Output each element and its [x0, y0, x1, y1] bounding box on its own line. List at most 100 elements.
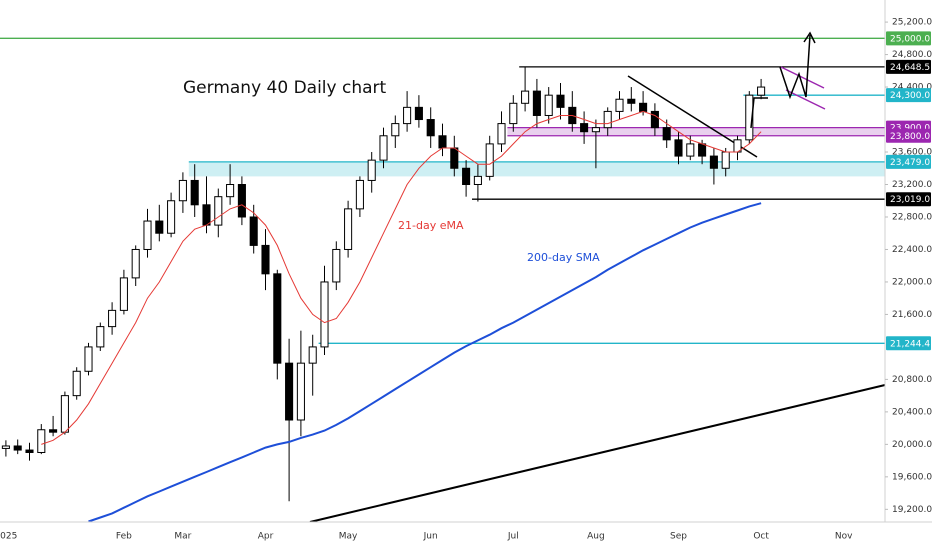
y-tick-label: 23,600.0: [892, 148, 932, 158]
candle-body: [143, 220, 152, 250]
candle-body: [320, 281, 329, 348]
candle-body: [521, 90, 530, 104]
candle-body: [285, 362, 294, 421]
candle-body: [202, 204, 211, 226]
y-tick-label: 19,600.0: [892, 472, 932, 482]
candle-body: [273, 273, 282, 364]
y-tick-label: 22,800.0: [892, 212, 932, 222]
annotation: 21-day eMA: [398, 219, 464, 232]
level-label: 25,000.0: [890, 34, 930, 44]
indicator-lines: [41, 110, 762, 523]
candle-body: [674, 139, 683, 157]
level-label: 23,800.0: [890, 132, 930, 142]
x-tick-label: Apr: [258, 532, 274, 542]
candle-body: [178, 179, 187, 202]
x-axis-panel: [0, 522, 932, 550]
candle-body: [108, 309, 117, 328]
y-tick-label: 20,800.0: [892, 375, 932, 385]
level-label: 24,648.5: [890, 63, 930, 73]
candle-body: [709, 155, 718, 169]
candles: [1, 66, 766, 502]
indicator-line: [88, 202, 762, 523]
candle-body: [344, 208, 353, 250]
channel-line: [785, 89, 826, 110]
candle-body: [308, 346, 317, 364]
candle-body: [485, 143, 494, 177]
candle-body: [249, 216, 258, 246]
chart-title: Germany 40 Daily chart: [183, 78, 387, 98]
candle-body: [367, 159, 376, 181]
y-tick-label: 20,000.0: [892, 440, 932, 450]
candle-body: [414, 106, 423, 121]
level-label-bg: [886, 192, 931, 207]
candle-body: [544, 94, 553, 116]
x-tick-label: Jul: [507, 532, 519, 542]
candle-body: [391, 123, 400, 137]
candle-body: [155, 220, 164, 234]
candle-body: [13, 445, 22, 451]
level-band: [507, 127, 885, 136]
x-tick-label: May: [339, 532, 358, 542]
y-tick-label: 23,200.0: [892, 180, 932, 190]
projection-arrow: [750, 97, 768, 129]
level-band: [188, 161, 886, 177]
candle-body: [60, 395, 69, 433]
level-label: 23,479.0: [890, 158, 930, 168]
x-tick-label: Mar: [174, 532, 191, 542]
candle-body: [462, 167, 471, 186]
candle-body: [745, 94, 754, 141]
candle-body: [167, 200, 176, 234]
level-label-bg: [886, 88, 931, 103]
annotation: 200-day SMA: [527, 251, 600, 264]
candle-body: [72, 370, 81, 397]
arrow-head: [803, 31, 816, 44]
indicator-line: [41, 110, 762, 445]
y-tick-label: 20,400.0: [892, 407, 932, 417]
candle-body: [426, 119, 435, 137]
candle-body: [686, 143, 695, 157]
candle-body: [226, 184, 235, 198]
level-label-bg: [886, 128, 931, 143]
candle-body: [237, 184, 246, 218]
candle-body: [332, 248, 341, 283]
candle-body: [190, 179, 199, 206]
candle-body: [473, 175, 482, 186]
candle-body: [37, 429, 46, 453]
level-label: 23,019.0: [890, 195, 930, 205]
candle-body: [532, 90, 541, 116]
channel-line: [780, 66, 825, 89]
candle-body: [96, 326, 105, 348]
x-tick-label: Nov: [835, 532, 853, 542]
level-label-bg: [886, 31, 931, 46]
candle-body: [25, 449, 34, 453]
candle-body: [580, 123, 589, 133]
x-tick-label: Oct: [753, 532, 769, 542]
candle-body: [84, 346, 93, 372]
level-label-bg: [886, 336, 931, 351]
candle-body: [403, 106, 412, 125]
y-tick-label: 24,800.0: [892, 50, 932, 60]
level-label: 24,300.0: [890, 91, 930, 101]
level-label: 23,900.0: [890, 124, 930, 134]
candle-body: [119, 277, 128, 311]
candle-body: [698, 143, 707, 157]
projection-arrow: [779, 34, 811, 100]
candle-body: [355, 179, 364, 210]
candle-body: [603, 110, 612, 129]
y-tick-label: 24,400.0: [892, 83, 932, 93]
x-tick-label: Aug: [587, 532, 605, 542]
x-tick-label: Feb: [116, 532, 132, 542]
level-label-bg: [886, 59, 931, 74]
candle-body: [627, 98, 636, 104]
candle-body: [497, 123, 506, 145]
axes: 25,200.0 24,800.0 24,400.0 23,600.0 23,200.0…: [0, 18, 932, 542]
level-label-bg: [886, 154, 931, 169]
x-tick-label: 2025: [0, 532, 17, 542]
candle-body: [450, 147, 459, 169]
candle-body: [296, 362, 305, 421]
candle-body: [379, 135, 388, 161]
candle-body: [591, 127, 600, 133]
y-tick-label: 22,400.0: [892, 245, 932, 255]
candle-body: [757, 86, 766, 96]
